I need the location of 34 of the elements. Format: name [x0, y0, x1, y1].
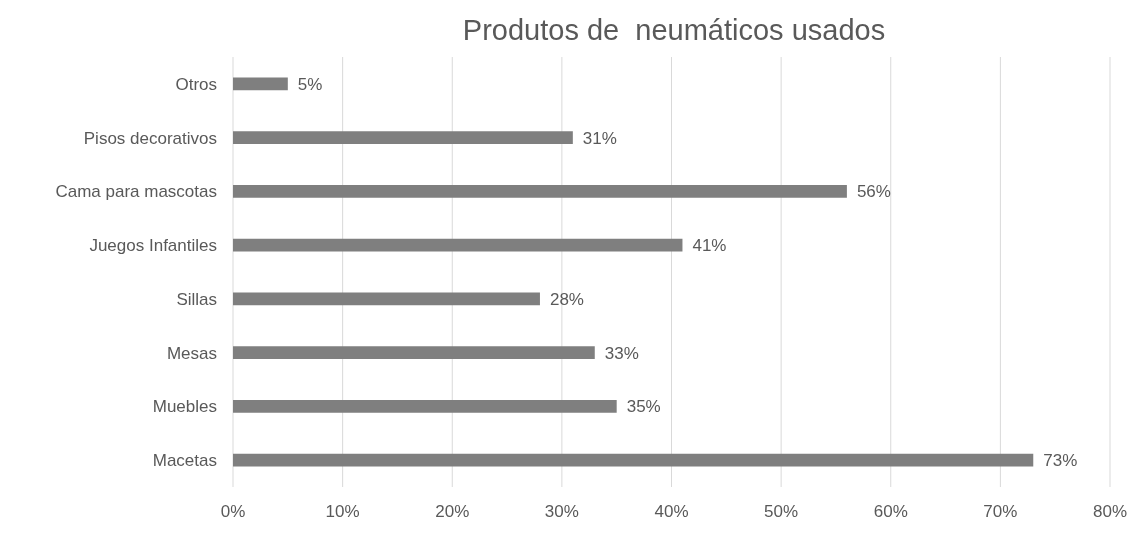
bar	[233, 77, 288, 91]
x-tick-label: 0%	[220, 502, 246, 522]
y-tick-label: Otros	[175, 74, 217, 94]
x-tick-label: 80%	[1092, 502, 1128, 522]
data-label: 5%	[297, 74, 323, 94]
data-label: 41%	[692, 236, 727, 256]
bar	[233, 184, 847, 198]
x-tick-label: 60%	[873, 502, 908, 522]
bar	[233, 453, 1034, 467]
x-tick-label: 50%	[764, 502, 799, 522]
x-tick-label: 30%	[544, 502, 579, 522]
bar	[233, 131, 573, 145]
bar	[233, 238, 683, 252]
y-tick-label: Cama para mascotas	[55, 182, 217, 202]
x-tick-label: 40%	[654, 502, 689, 522]
data-label: 33%	[604, 343, 639, 363]
data-label: 28%	[549, 289, 584, 309]
y-tick-label: Mesas	[166, 343, 217, 363]
bar	[233, 292, 540, 306]
bar	[233, 399, 617, 413]
y-tick-label: Pisos decorativos	[83, 128, 217, 148]
x-tick-label: 70%	[983, 502, 1018, 522]
data-label: 73%	[1043, 451, 1078, 471]
y-tick-label: Juegos Infantiles	[89, 236, 217, 256]
x-tick-label: 10%	[325, 502, 360, 522]
y-tick-label: Sillas	[176, 289, 217, 309]
data-label: 56%	[856, 182, 891, 202]
chart-title: Produtos de neumáticos usados	[461, 13, 887, 47]
data-label: 35%	[626, 397, 661, 417]
data-label: 31%	[582, 128, 617, 148]
y-tick-label: Muebles	[152, 397, 217, 417]
y-tick-label: Macetas	[152, 451, 217, 471]
x-tick-label: 20%	[435, 502, 470, 522]
bar	[233, 346, 595, 360]
